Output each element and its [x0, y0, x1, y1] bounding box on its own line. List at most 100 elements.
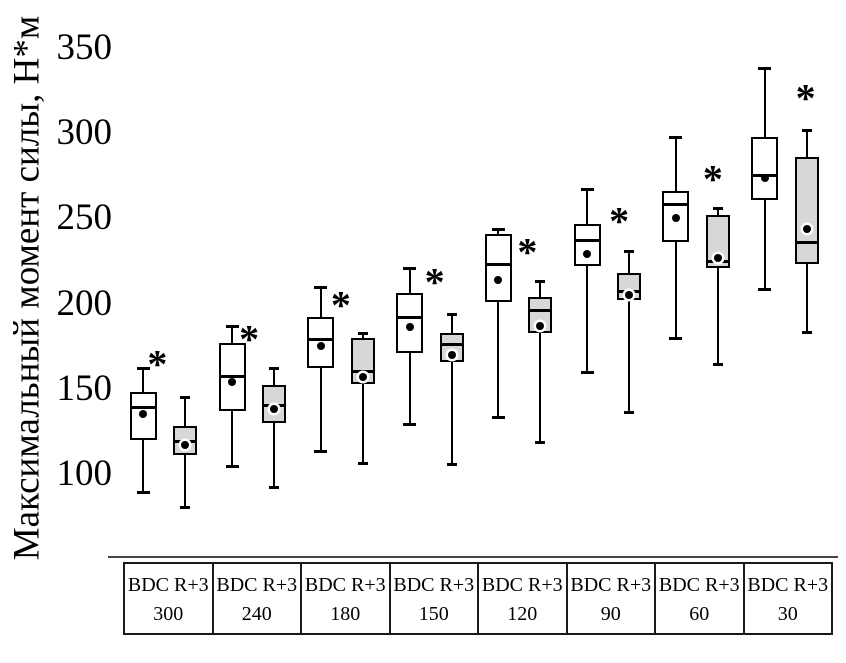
cell-series-label: BDC R+3	[658, 574, 740, 596]
whisker-cap-top	[758, 67, 772, 71]
significance-asterisk: *	[795, 76, 816, 122]
x-axis-line	[108, 556, 838, 558]
whisker-cap-bottom	[446, 463, 457, 467]
median-line	[307, 337, 335, 341]
cell-category-label: 90	[600, 603, 621, 625]
cell-series-label: BDC R+3	[393, 574, 475, 596]
whisker-cap-top	[580, 188, 594, 192]
mean-dot	[713, 253, 722, 262]
whisker-cap-top	[446, 312, 457, 316]
whisker-cap-bottom	[225, 465, 239, 469]
whisker-line	[273, 368, 276, 488]
box-r3	[528, 296, 553, 333]
y-tick-label: 350	[56, 27, 113, 68]
mean-dot	[583, 250, 592, 259]
whisker-cap-bottom	[801, 330, 812, 334]
box-r3	[262, 385, 287, 423]
whisker-cap-bottom	[403, 422, 417, 426]
whisker-cap-bottom	[669, 337, 683, 341]
significance-asterisk: *	[147, 341, 168, 387]
mean-dot	[139, 410, 148, 419]
y-tick-label: 150	[56, 367, 113, 409]
whisker-cap-top	[624, 249, 635, 253]
whisker-line	[539, 281, 542, 444]
whisker-cap-top	[225, 324, 239, 328]
cell-category-label: 150	[418, 603, 449, 625]
whisker-cap-bottom	[314, 449, 328, 453]
y-tick-label: 100	[56, 453, 113, 494]
mean-dot	[671, 214, 680, 223]
median-line	[484, 262, 512, 266]
whisker-cap-top	[314, 285, 328, 289]
whisker-cap-top	[712, 207, 723, 211]
cell-series-label: BDC R+3	[570, 574, 652, 596]
box-bdc	[396, 293, 424, 353]
whisker-cap-bottom	[535, 441, 546, 445]
median-line	[350, 370, 375, 374]
box-bdc	[751, 136, 779, 200]
whisker-cap-bottom	[491, 415, 505, 419]
median-line	[573, 239, 601, 243]
whisker-cap-bottom	[580, 371, 594, 375]
median-line	[794, 240, 819, 244]
y-tick-label: 250	[56, 197, 113, 239]
box-bdc	[484, 233, 512, 302]
whisker-cap-bottom	[712, 362, 723, 366]
median-line	[662, 203, 690, 207]
whisker-cap-bottom	[136, 490, 150, 494]
mean-dot	[760, 173, 769, 182]
significance-asterisk: *	[239, 316, 260, 362]
significance-asterisk: *	[702, 156, 723, 202]
whisker-cap-top	[357, 331, 368, 335]
y-tick-label: 300	[56, 112, 113, 154]
mean-dot	[536, 321, 545, 330]
cell-series-label: BDC R+3	[747, 574, 829, 596]
median-line	[396, 315, 424, 319]
whisker-cap-top	[403, 266, 417, 270]
whisker-cap-top	[136, 367, 150, 371]
mean-dot	[228, 377, 237, 386]
x-table-cell: BDC R+3 150	[391, 564, 479, 633]
whisker-line	[450, 313, 453, 466]
whisker-line	[716, 208, 719, 365]
significance-asterisk: *	[424, 260, 445, 306]
y-tick-label: 200	[56, 282, 113, 324]
whisker-line	[628, 250, 631, 413]
whisker-cap-top	[801, 128, 812, 132]
median-line	[129, 406, 157, 410]
mean-dot	[316, 342, 325, 351]
significance-asterisk: *	[609, 198, 630, 244]
box-bdc	[662, 191, 690, 243]
whisker-cap-bottom	[269, 485, 280, 489]
whisker-cap-top	[669, 135, 683, 139]
x-table-cell: BDC R+3 60	[656, 564, 745, 633]
whisker-line	[361, 332, 364, 464]
mean-dot	[270, 405, 279, 414]
x-table-cell: BDC R+3 180	[302, 564, 391, 633]
significance-asterisk: *	[330, 282, 351, 328]
mean-dot	[802, 224, 811, 233]
median-line	[439, 342, 464, 346]
x-table-cell: BDC R+3 90	[568, 564, 656, 633]
cell-series-label: BDC R+3	[216, 574, 298, 596]
median-line	[528, 308, 553, 312]
whisker-cap-bottom	[758, 287, 772, 291]
x-table-cell: BDC R+3 120	[479, 564, 568, 633]
whisker-cap-top	[180, 396, 191, 400]
significance-asterisk: *	[517, 229, 538, 275]
mean-dot	[405, 323, 414, 332]
cell-series-label: BDC R+3	[127, 574, 209, 596]
whisker-cap-top	[269, 367, 280, 371]
cell-category-label: 60	[689, 603, 710, 625]
mean-dot	[181, 441, 190, 450]
x-table-cell: BDC R+3 300	[125, 564, 214, 633]
whisker-cap-bottom	[180, 506, 191, 510]
box-r3	[794, 157, 819, 265]
cell-category-label: 240	[241, 603, 272, 625]
whisker-line	[497, 228, 500, 418]
x-axis-table: BDC R+3 300 BDC R+3 240 BDC R+3 180 BDC R+3 150…	[123, 562, 833, 635]
whisker-line	[319, 286, 322, 452]
cell-category-label: 120	[507, 603, 538, 625]
